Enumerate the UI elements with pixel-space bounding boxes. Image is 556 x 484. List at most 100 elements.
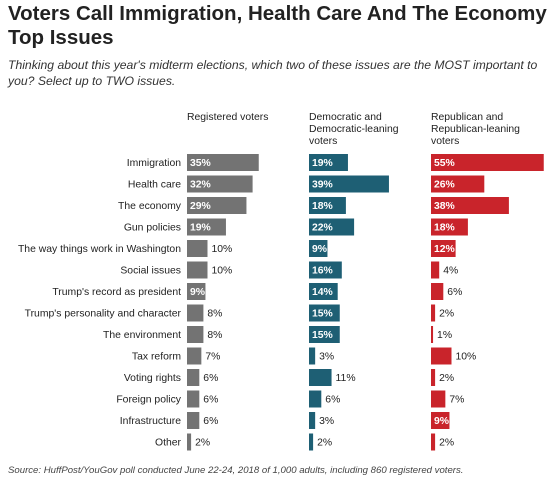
bar [187, 369, 200, 386]
chart-subtitle: Thinking about this year's midterm elect… [8, 58, 538, 88]
data-label: 9% [312, 244, 327, 255]
column-header-democratic: Democratic and Democratic-leaning voters [309, 112, 399, 148]
bar [187, 326, 204, 343]
data-label: 39% [312, 180, 333, 191]
data-label: 29% [190, 201, 211, 212]
data-label: 2% [439, 373, 454, 384]
category-label: Social issues [120, 266, 181, 277]
data-label: 26% [434, 180, 455, 191]
bar [309, 154, 348, 171]
bar [187, 240, 208, 257]
bar [309, 218, 355, 236]
bar [309, 369, 332, 386]
bar [187, 261, 208, 279]
bar [187, 197, 247, 214]
bar [431, 175, 485, 193]
source-note: Source: HuffPost/YouGov poll conducted J… [8, 465, 464, 476]
column-header-line: Registered voters [187, 112, 269, 123]
data-label: 9% [190, 287, 205, 298]
category-label: The economy [118, 201, 182, 212]
data-label: 8% [207, 309, 222, 320]
data-label: 32% [190, 180, 211, 191]
data-label: 22% [312, 223, 333, 234]
data-label: 6% [447, 287, 462, 298]
data-label: 10% [212, 266, 233, 277]
bar [431, 197, 509, 214]
category-label: Trump's personality and character [25, 309, 182, 320]
data-label: 14% [312, 287, 333, 298]
data-label: 3% [319, 416, 334, 427]
data-label: 19% [312, 158, 333, 169]
bar [187, 283, 206, 300]
bar [309, 326, 340, 343]
data-label: 2% [195, 438, 210, 449]
data-label: 35% [190, 158, 211, 169]
data-label: 10% [212, 244, 233, 255]
bar [309, 175, 389, 193]
data-label: 4% [443, 266, 458, 277]
bar [309, 412, 316, 429]
column-header-line: Democratic and [309, 112, 382, 123]
column-header-line: Democratic-leaning [309, 124, 399, 135]
bar [309, 283, 338, 300]
data-label: 16% [312, 266, 333, 277]
bar [187, 304, 204, 322]
category-label: The environment [103, 330, 181, 341]
bar [431, 218, 468, 236]
data-label: 6% [203, 416, 218, 427]
data-label: 38% [434, 201, 455, 212]
category-label: Immigration [127, 158, 181, 169]
category-label: Other [155, 438, 182, 449]
bar [187, 347, 202, 365]
bar [309, 261, 342, 279]
category-label: The way things work in Washington [18, 244, 181, 255]
column-header-republican: Republican and Republican-leaning voters [431, 112, 520, 148]
bar [431, 412, 450, 429]
data-label: 2% [317, 438, 332, 449]
data-label: 1% [437, 330, 452, 341]
data-label: 55% [434, 158, 455, 169]
bar [431, 326, 434, 343]
bar [187, 412, 200, 429]
bar [431, 240, 456, 257]
bar [187, 433, 192, 451]
data-label: 6% [325, 395, 340, 406]
bar [187, 218, 226, 236]
bar [309, 197, 346, 214]
category-label: Health care [128, 180, 181, 191]
category-label: Infrastructure [120, 416, 181, 427]
bar [431, 390, 446, 408]
bar [309, 433, 314, 451]
column-header-line: Republican-leaning [431, 124, 520, 135]
column-header-line: Republican and [431, 112, 504, 123]
data-label: 3% [319, 352, 334, 363]
chart-title: Voters Call Immigration, Health Care And… [8, 2, 547, 49]
category-label: Tax reform [132, 352, 181, 363]
category-label: Foreign policy [116, 395, 181, 406]
data-label: 7% [205, 352, 220, 363]
data-label: 11% [336, 373, 356, 384]
column-header-line: voters [431, 136, 460, 147]
bar [431, 369, 436, 386]
bar [431, 261, 440, 279]
data-label: 8% [207, 330, 222, 341]
data-label: 15% [312, 309, 333, 320]
bar [431, 347, 452, 365]
bar [187, 154, 259, 171]
column-header-line: voters [309, 136, 338, 147]
data-label: 18% [312, 201, 333, 212]
bar [187, 175, 253, 193]
data-label: 15% [312, 330, 333, 341]
category-label: Trump's record as president [52, 287, 181, 298]
data-label: 7% [449, 395, 464, 406]
bar [309, 240, 328, 257]
bar [431, 304, 436, 322]
data-label: 2% [439, 438, 454, 449]
category-label: Gun policies [124, 223, 181, 234]
data-label: 2% [439, 309, 454, 320]
column-header-registered: Registered voters [187, 112, 268, 124]
bar [187, 390, 200, 408]
data-label: 9% [434, 416, 449, 427]
bar [431, 283, 444, 300]
